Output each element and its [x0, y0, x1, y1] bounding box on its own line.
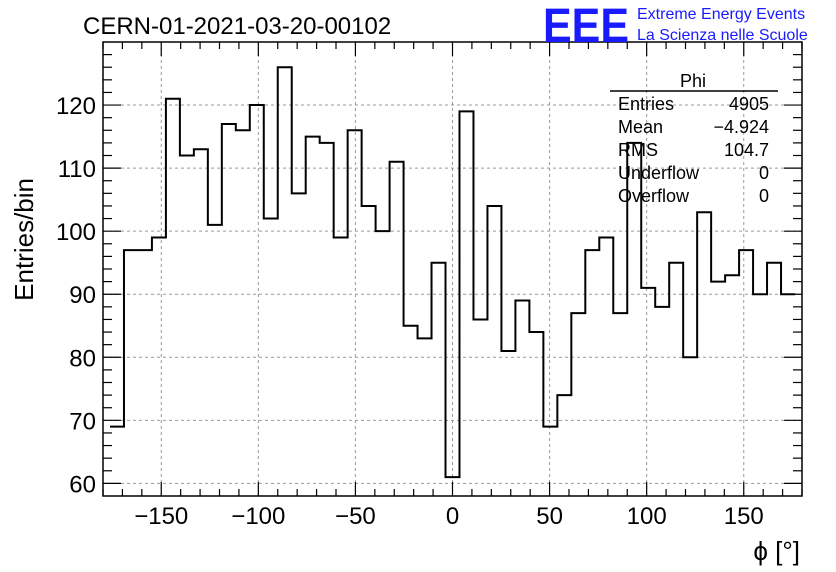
histogram-bin: [376, 231, 390, 496]
stats-value: 0: [759, 163, 769, 183]
y-tick-label: 70: [69, 408, 96, 435]
y-tick-label: 110: [58, 156, 96, 183]
histogram-bin: [753, 294, 767, 496]
y-tick-label: 60: [69, 471, 96, 498]
histogram-bin: [124, 250, 138, 496]
histogram-bin: [501, 351, 515, 496]
x-tick-label: −150: [134, 503, 188, 530]
stats-label: Overflow: [618, 186, 690, 206]
y-axis-label: Entries/bin: [9, 178, 39, 301]
histogram-bin: [613, 313, 627, 496]
histogram-bin: [669, 263, 683, 496]
stats-label: Entries: [618, 94, 674, 114]
histogram-bin: [418, 338, 432, 496]
histogram-bin: [432, 263, 446, 496]
histogram-bin: [292, 193, 306, 496]
stats-title: Phi: [680, 71, 706, 91]
histogram-bin: [390, 162, 404, 496]
stats-rows: Entries 4905 Mean −4.924 RMS 104.7 Underflow 0 O…: [618, 94, 769, 206]
y-tick-label: 100: [56, 219, 96, 246]
histogram-bin: [264, 219, 278, 496]
x-tick-label: 0: [446, 503, 459, 530]
histogram-bin: [320, 143, 334, 496]
chart-title: CERN-01-2021-03-20-00102: [83, 13, 391, 40]
histogram-bin: [599, 237, 613, 496]
x-axis-label: ϕ [°]: [753, 536, 800, 566]
y-tick-label: 90: [69, 282, 96, 309]
histogram-bin: [334, 237, 348, 496]
axis-ticks: [102, 42, 803, 496]
eee-logo: EEE Extreme Energy Events La Scienza nel…: [543, 0, 808, 53]
stats-label: RMS: [618, 140, 658, 160]
y-tick-label: 120: [56, 93, 96, 120]
x-tick-label: 100: [627, 503, 667, 530]
histogram-bin: [348, 130, 362, 496]
histogram-bin: [641, 288, 655, 496]
stats-value: 104.7: [724, 140, 769, 160]
histogram-bin: [250, 105, 264, 496]
stats-value: 0: [759, 186, 769, 206]
stats-label: Mean: [618, 117, 663, 137]
histogram-bin: [515, 301, 529, 496]
histogram-bin: [557, 395, 571, 496]
x-tick-label: −100: [231, 503, 285, 530]
y-tick-labels: 60 70 80 90 100 110 120: [56, 93, 96, 498]
histogram-bin: [459, 111, 473, 496]
histogram-bin: [152, 237, 166, 496]
histogram-bin: [362, 206, 376, 496]
histogram-bin: [194, 149, 208, 496]
logo-line2: La Scienza nelle Scuole: [637, 27, 808, 44]
stats-label: Underflow: [618, 163, 700, 183]
stats-value: 4905: [729, 94, 769, 114]
grid-lines: [103, 42, 802, 496]
histogram-bin: [683, 357, 697, 496]
histogram-bin: [166, 99, 180, 496]
histogram-bin: [529, 332, 543, 496]
histogram-bin: [222, 124, 236, 496]
histogram-bin: [781, 294, 795, 496]
histogram-bin: [711, 282, 725, 496]
histogram-bin: [180, 156, 194, 497]
histogram-bin: [306, 137, 320, 496]
stats-value: −4.924: [713, 117, 769, 137]
y-tick-label: 80: [69, 345, 96, 372]
x-tick-labels: −150 −100 −50 0 50 100 150: [134, 503, 764, 530]
x-tick-label: −50: [335, 503, 376, 530]
histogram-bin: [655, 307, 669, 496]
histogram-bin: [739, 250, 753, 496]
histogram-bin: [138, 250, 152, 496]
histogram-bin: [208, 225, 222, 496]
stats-box: Phi Entries 4905 Mean −4.924 RMS 104.7 Underfl…: [610, 71, 778, 206]
histogram-outline: [109, 66, 796, 479]
histogram-bin: [725, 275, 739, 496]
histogram-bin: [110, 427, 124, 496]
histogram-bin: [585, 250, 599, 496]
histogram-bin: [473, 319, 487, 496]
x-tick-label: 150: [724, 503, 764, 530]
histogram-bin: [697, 212, 711, 496]
histogram-bin: [278, 67, 292, 496]
logo-line1: Extreme Energy Events: [637, 6, 805, 23]
histogram-bin: [404, 326, 418, 496]
histogram-bin: [236, 130, 250, 496]
histogram-bin: [543, 427, 557, 496]
histogram-bin: [767, 263, 781, 496]
histogram-bin: [571, 313, 585, 496]
histogram-bin: [487, 206, 501, 496]
logo-mark: EEE: [543, 0, 629, 53]
x-tick-label: 50: [536, 503, 563, 530]
